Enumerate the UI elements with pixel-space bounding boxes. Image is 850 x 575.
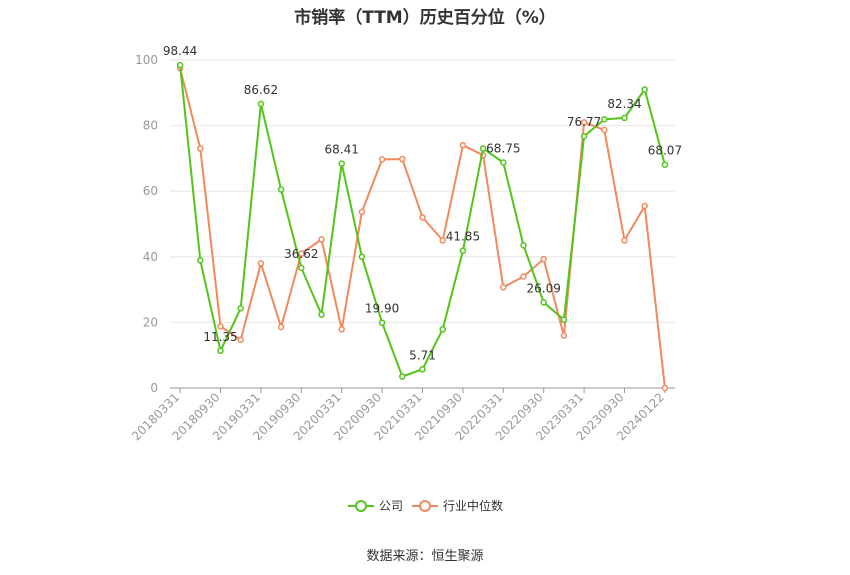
legend-item-company-marker bbox=[355, 500, 367, 512]
company-point bbox=[298, 264, 305, 272]
company-point bbox=[358, 253, 366, 261]
legend: 公司 行业中位数 bbox=[348, 498, 503, 513]
grid-lines bbox=[170, 59, 675, 323]
company-series-line bbox=[179, 64, 666, 378]
data-label: 86.62 bbox=[244, 83, 278, 97]
data-labels: 98.44 11.35 86.62 36.62 68.41 19.90 5.71 41.85 6… bbox=[163, 44, 682, 362]
company-point bbox=[661, 161, 669, 168]
data-label: 68.07 bbox=[648, 144, 682, 158]
data-source-note: 数据来源：恒生聚源 bbox=[366, 549, 484, 564]
x-axis: 2018033120180930201903312019093020200331… bbox=[129, 387, 675, 443]
industry-point bbox=[661, 384, 669, 392]
company-point bbox=[237, 305, 244, 312]
data-label: 68.41 bbox=[325, 143, 359, 157]
company-point bbox=[621, 114, 628, 122]
industry-point bbox=[338, 326, 345, 333]
company-point bbox=[399, 373, 406, 380]
company-point bbox=[217, 347, 224, 355]
industry-point bbox=[237, 336, 244, 344]
series-layer bbox=[176, 61, 669, 392]
company-point bbox=[580, 132, 588, 140]
y-tick-label: 80 bbox=[143, 119, 158, 133]
company-point bbox=[277, 186, 285, 193]
industry-point bbox=[378, 156, 386, 163]
y-tick-label: 0 bbox=[150, 381, 158, 395]
industry-point bbox=[601, 126, 608, 134]
data-label: 11.35 bbox=[203, 330, 237, 344]
data-label: 26.09 bbox=[527, 281, 561, 295]
company-point bbox=[520, 242, 527, 249]
y-tick-label: 40 bbox=[143, 250, 158, 264]
data-label: 41.85 bbox=[446, 230, 480, 244]
industry-point bbox=[399, 155, 406, 163]
company-point bbox=[318, 311, 325, 318]
data-label: 82.34 bbox=[607, 97, 641, 111]
company-point bbox=[439, 326, 446, 333]
industry-point bbox=[439, 237, 446, 244]
company-point bbox=[500, 159, 507, 166]
industry-point bbox=[217, 323, 224, 330]
industry-point bbox=[318, 236, 325, 243]
company-point bbox=[459, 247, 467, 254]
data-label: 76.77 bbox=[567, 115, 601, 129]
industry-point bbox=[358, 208, 366, 216]
company-point bbox=[601, 116, 608, 123]
industry-point bbox=[560, 332, 568, 339]
company-point bbox=[197, 257, 204, 264]
company-point bbox=[479, 145, 487, 152]
industry-point bbox=[500, 284, 507, 291]
industry-point bbox=[641, 202, 648, 210]
legend-item-industry-label: 行业中位数 bbox=[443, 498, 503, 513]
legend-item-industry-marker bbox=[419, 500, 431, 512]
company-point bbox=[641, 86, 648, 93]
data-label: 5.71 bbox=[409, 348, 436, 362]
y-tick-label: 20 bbox=[143, 315, 158, 329]
y-axis: 0 20 40 60 80 100 bbox=[135, 53, 158, 395]
industry-point bbox=[520, 273, 527, 280]
y-tick-label: 100 bbox=[135, 53, 158, 67]
data-label: 98.44 bbox=[163, 44, 197, 58]
industry-point bbox=[298, 250, 305, 257]
company-point bbox=[378, 319, 386, 326]
industry-point bbox=[459, 142, 467, 149]
company-point bbox=[540, 299, 547, 306]
company-point bbox=[176, 61, 184, 69]
industry-point bbox=[277, 323, 285, 331]
company-point bbox=[257, 100, 265, 108]
industry-point bbox=[197, 145, 204, 152]
legend-item-company-label: 公司 bbox=[379, 499, 403, 513]
industry-point bbox=[257, 260, 265, 267]
industry-point bbox=[419, 214, 426, 221]
chart-title: 市销率（TTM）历史百分位（%） bbox=[294, 8, 556, 28]
company-point bbox=[560, 316, 568, 324]
data-label: 36.62 bbox=[284, 247, 318, 261]
industry-point bbox=[621, 237, 628, 244]
industry-point bbox=[580, 119, 588, 126]
company-point bbox=[419, 366, 426, 373]
data-label: 68.75 bbox=[486, 142, 520, 156]
industry-point bbox=[540, 255, 547, 263]
company-point bbox=[338, 160, 345, 167]
y-tick-label: 60 bbox=[143, 184, 158, 198]
data-label: 19.90 bbox=[365, 302, 399, 316]
